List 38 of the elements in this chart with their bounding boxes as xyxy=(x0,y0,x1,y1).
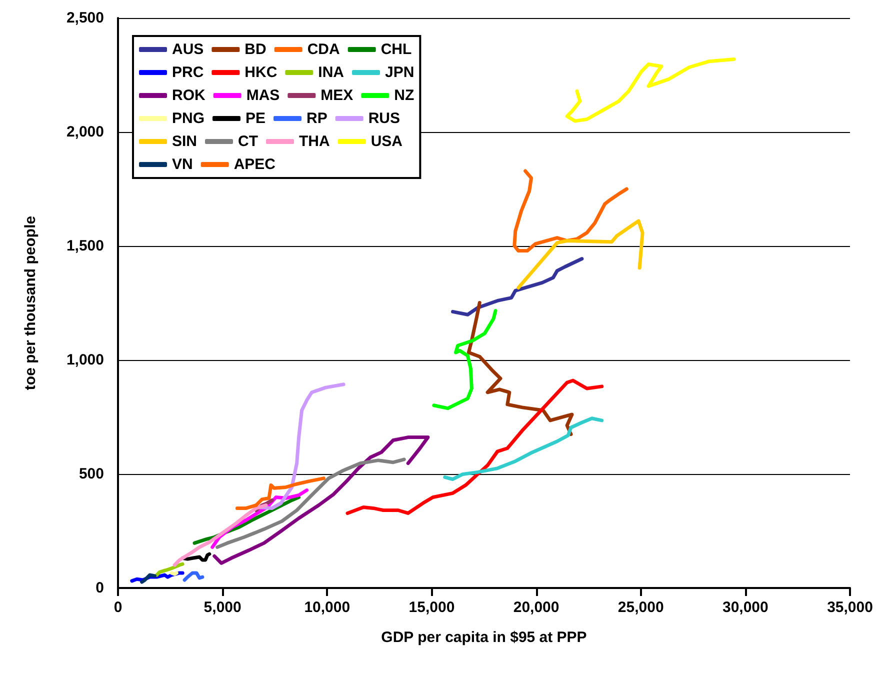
x-tick-label: 35,000 xyxy=(827,599,873,616)
legend-label: BD xyxy=(244,41,266,58)
legend-label: PNG xyxy=(172,110,205,127)
x-tick-label: 15,000 xyxy=(408,599,455,616)
legend-label: RUS xyxy=(368,110,400,127)
legend-label: AUS xyxy=(172,41,204,58)
legend-label: NZ xyxy=(394,87,414,104)
x-tick-label: 25,000 xyxy=(618,599,664,616)
legend-label: ROK xyxy=(172,87,206,104)
x-tick-label: 30,000 xyxy=(722,599,768,616)
x-tick-label: 20,000 xyxy=(513,599,560,616)
x-tick-label: 5,000 xyxy=(204,599,242,616)
legend-label: MAS xyxy=(246,87,280,104)
legend-label: CT xyxy=(238,133,258,150)
x-tick-label: 0 xyxy=(114,599,122,616)
legend-label: RP xyxy=(306,110,328,127)
legend-label: USA xyxy=(370,133,403,150)
y-tick-label: 2,000 xyxy=(66,124,104,140)
legend-label: HKC xyxy=(244,64,278,81)
legend-label: SIN xyxy=(172,133,198,150)
legend-label: THA xyxy=(299,133,330,150)
legend-label: PE xyxy=(246,110,266,127)
y-axis-title: toe per thousand people xyxy=(22,216,39,390)
legend-label: JPN xyxy=(385,64,414,81)
y-tick-label: 1,000 xyxy=(66,352,104,368)
legend-label: MEX xyxy=(320,87,354,104)
legend-label: CDA xyxy=(307,41,340,58)
legend-label: PRC xyxy=(172,64,204,81)
x-tick-label: 10,000 xyxy=(304,599,350,616)
legend-label: INA xyxy=(318,64,344,81)
y-tick-label: 2,500 xyxy=(66,10,104,26)
y-tick-label: 500 xyxy=(78,466,104,482)
legend-label: VN xyxy=(172,156,193,173)
x-axis-title: GDP per capita in $95 at PPP xyxy=(381,629,587,646)
y-tick-label: 1,500 xyxy=(66,238,104,254)
y-tick-label: 0 xyxy=(96,580,104,596)
legend-label: APEC xyxy=(234,156,276,173)
legend-label: CHL xyxy=(380,41,412,58)
